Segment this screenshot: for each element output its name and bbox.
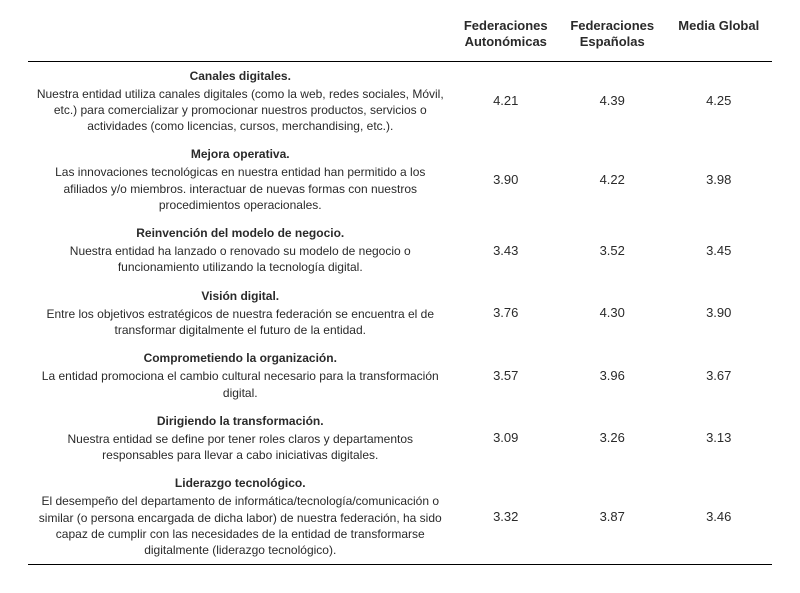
table-row: Reinvención del modelo de negocio. Nuest… (28, 219, 772, 282)
row-text: Nuestra entidad ha lanzado o renovado su… (70, 244, 411, 274)
value-espanolas: 4.30 (559, 282, 665, 345)
value-espanolas: 4.22 (559, 140, 665, 219)
row-title: Visión digital. (32, 288, 449, 304)
row-title: Dirigiendo la transformación. (32, 413, 449, 429)
value-global: 3.98 (665, 140, 772, 219)
value-autonomicas: 4.21 (453, 61, 559, 140)
row-description: Dirigiendo la transformación. Nuestra en… (28, 407, 453, 470)
value-global: 4.25 (665, 61, 772, 140)
row-description: Mejora operativa. Las innovaciones tecno… (28, 140, 453, 219)
header-row: Federaciones Autonómicas Federaciones Es… (28, 12, 772, 61)
table-row: Comprometiendo la organización. La entid… (28, 344, 772, 407)
row-text: La entidad promociona el cambio cultural… (42, 369, 439, 399)
row-text: El desempeño del departamento de informá… (39, 494, 442, 557)
row-text: Entre los objetivos estratégicos de nues… (46, 307, 434, 337)
row-description: Reinvención del modelo de negocio. Nuest… (28, 219, 453, 282)
value-global: 3.46 (665, 469, 772, 564)
row-title: Comprometiendo la organización. (32, 350, 449, 366)
value-autonomicas: 3.90 (453, 140, 559, 219)
data-table: Federaciones Autonómicas Federaciones Es… (28, 12, 772, 565)
value-espanolas: 3.96 (559, 344, 665, 407)
table-row: Visión digital. Entre los objetivos estr… (28, 282, 772, 345)
value-espanolas: 3.52 (559, 219, 665, 282)
table-row: Liderazgo tecnológico. El desempeño del … (28, 469, 772, 564)
value-global: 3.13 (665, 407, 772, 470)
row-text: Nuestra entidad se define por tener role… (67, 432, 413, 462)
value-espanolas: 3.87 (559, 469, 665, 564)
row-title: Mejora operativa. (32, 146, 449, 162)
row-title: Liderazgo tecnológico. (32, 475, 449, 491)
row-title: Canales digitales. (32, 68, 449, 84)
value-autonomicas: 3.57 (453, 344, 559, 407)
value-autonomicas: 3.09 (453, 407, 559, 470)
row-title: Reinvención del modelo de negocio. (32, 225, 449, 241)
row-description: Comprometiendo la organización. La entid… (28, 344, 453, 407)
table-row: Dirigiendo la transformación. Nuestra en… (28, 407, 772, 470)
table-row: Canales digitales. Nuestra entidad utili… (28, 61, 772, 140)
value-autonomicas: 3.76 (453, 282, 559, 345)
value-global: 3.67 (665, 344, 772, 407)
header-espanolas: Federaciones Españolas (559, 12, 665, 61)
header-autonomicas: Federaciones Autonómicas (453, 12, 559, 61)
header-empty (28, 12, 453, 61)
table-body: Canales digitales. Nuestra entidad utili… (28, 61, 772, 565)
table-row: Mejora operativa. Las innovaciones tecno… (28, 140, 772, 219)
row-description: Visión digital. Entre los objetivos estr… (28, 282, 453, 345)
row-description: Canales digitales. Nuestra entidad utili… (28, 61, 453, 140)
value-global: 3.90 (665, 282, 772, 345)
value-autonomicas: 3.43 (453, 219, 559, 282)
value-autonomicas: 3.32 (453, 469, 559, 564)
value-espanolas: 4.39 (559, 61, 665, 140)
value-global: 3.45 (665, 219, 772, 282)
row-text: Las innovaciones tecnológicas en nuestra… (55, 165, 425, 211)
row-text: Nuestra entidad utiliza canales digitale… (37, 87, 444, 133)
header-global: Media Global (665, 12, 772, 61)
row-description: Liderazgo tecnológico. El desempeño del … (28, 469, 453, 564)
value-espanolas: 3.26 (559, 407, 665, 470)
